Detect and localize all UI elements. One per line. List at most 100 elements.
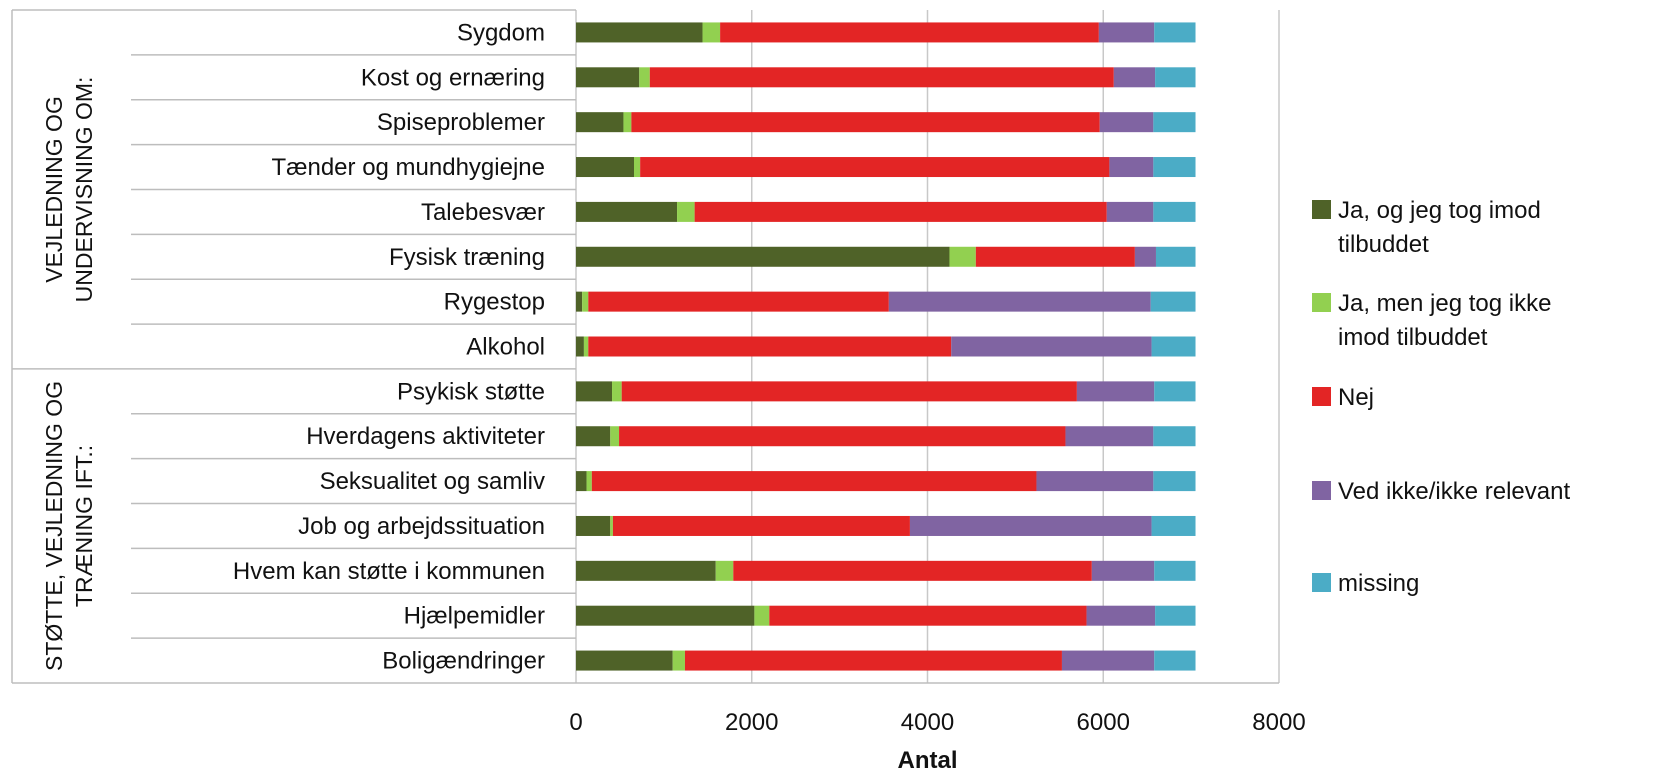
bar-segment	[576, 381, 613, 402]
bar-segment	[612, 515, 910, 536]
bar-segment	[583, 336, 589, 357]
bar-segment	[631, 112, 1100, 133]
bar-segment	[715, 560, 734, 581]
x-tick-label: 6000	[1077, 709, 1130, 736]
bar-segment	[1036, 471, 1154, 492]
bar-segment	[1153, 471, 1196, 492]
bar-segment	[672, 650, 685, 671]
bar-segment	[1076, 381, 1155, 402]
bar-segment	[1061, 650, 1155, 671]
legend-label: missing	[1338, 570, 1419, 597]
bar-segment	[733, 560, 1092, 581]
bar-segment	[1150, 291, 1196, 312]
bar-segment	[621, 381, 1077, 402]
bar-segment	[576, 605, 755, 626]
bar-segment	[1099, 112, 1154, 133]
bar-segment	[623, 112, 632, 133]
bar-segment	[1155, 67, 1196, 88]
legend-label: Ved ikke/ikke relevant	[1338, 478, 1570, 505]
category-label: Seksualitet og samliv	[320, 468, 545, 495]
bar-segment	[588, 291, 889, 312]
bar-segment	[754, 605, 770, 626]
bar-segment	[576, 112, 624, 133]
bar-segment	[576, 426, 611, 447]
bar-segment	[1091, 560, 1155, 581]
legend-label: Ja, og jeg tog imod tilbuddet	[1338, 197, 1541, 258]
category-label: Hverdagens aktiviteter	[306, 423, 545, 450]
bar-segment	[720, 22, 1099, 43]
bar-segment	[1086, 605, 1156, 626]
bar-segment	[576, 22, 703, 43]
category-label: Talebesvær	[421, 199, 545, 226]
bar-segment	[649, 67, 1114, 88]
x-tick-label: 4000	[901, 709, 954, 736]
bar-segment	[1109, 157, 1154, 178]
legend-label: Nej	[1338, 384, 1374, 411]
x-tick-label: 0	[569, 709, 582, 736]
category-label: Kost og ernæring	[361, 64, 545, 91]
category-label: Hjælpemidler	[404, 603, 545, 630]
bar-segment	[951, 336, 1152, 357]
bar-segment	[769, 605, 1087, 626]
category-label: Tænder og mundhygiejne	[271, 154, 545, 181]
bar-segment	[1154, 650, 1196, 671]
bar-segment	[576, 201, 678, 222]
category-label: Rygestop	[444, 289, 545, 316]
bar-segment	[591, 471, 1037, 492]
bar-segment	[640, 157, 1110, 178]
category-label: Alkohol	[466, 334, 545, 361]
bar-segment	[576, 471, 587, 492]
bar-segment	[576, 67, 640, 88]
bar-segment	[1098, 22, 1155, 43]
bar-segment	[694, 201, 1107, 222]
bar-segment	[975, 246, 1135, 267]
bar-segment	[586, 471, 592, 492]
bar-segment	[1065, 426, 1154, 447]
group-label-1: STØTTE, VEJLEDNING OG TRÆNING IFT.:	[41, 381, 97, 671]
bar-segment	[1154, 22, 1196, 43]
group-label-0: VEJLEDNING OG UNDERVISNING OM:	[41, 77, 97, 303]
legend-swatch	[1312, 387, 1331, 406]
bar-segment	[702, 22, 721, 43]
bar-segment	[582, 291, 589, 312]
bar-segment	[1153, 157, 1196, 178]
bar-segment	[576, 650, 673, 671]
category-label: Spiseproblemer	[377, 109, 545, 136]
legend-label: Ja, men jeg tog ikke imod tilbuddet	[1338, 290, 1551, 351]
category-label: Psykisk støtte	[397, 378, 545, 405]
legend-swatch	[1312, 573, 1331, 592]
bar-segment	[1153, 112, 1196, 133]
bar-segment	[1151, 515, 1196, 536]
bar-segment	[576, 291, 583, 312]
category-label: Boligændringer	[382, 648, 545, 675]
bar-segment	[1106, 201, 1154, 222]
bar-segment	[1155, 605, 1196, 626]
bar-segment	[677, 201, 695, 222]
bar-segment	[1134, 246, 1156, 267]
bar-segment	[1151, 336, 1196, 357]
bar-segment	[1153, 426, 1196, 447]
bar-segment	[684, 650, 1062, 671]
legend-swatch	[1312, 293, 1331, 312]
x-axis-title: Antal	[898, 747, 958, 774]
bar-segment	[1154, 381, 1196, 402]
bar-segment	[610, 426, 620, 447]
bar-segment	[610, 515, 613, 536]
bar-segment	[576, 560, 716, 581]
bar-segment	[1113, 67, 1156, 88]
legend-swatch	[1312, 200, 1331, 219]
bar-segment	[909, 515, 1152, 536]
x-tick-label: 2000	[725, 709, 778, 736]
bar-segment	[888, 291, 1151, 312]
x-tick-label: 8000	[1252, 709, 1305, 736]
category-label: Sygdom	[457, 19, 545, 46]
bar-segment	[633, 157, 641, 178]
bar-segment	[1154, 560, 1196, 581]
bar-segment	[639, 67, 650, 88]
category-label: Job og arbejdssituation	[298, 513, 545, 540]
bar-segment	[1153, 201, 1196, 222]
bar-segment	[588, 336, 952, 357]
bar-segment	[949, 246, 976, 267]
category-label: Fysisk træning	[389, 244, 545, 271]
